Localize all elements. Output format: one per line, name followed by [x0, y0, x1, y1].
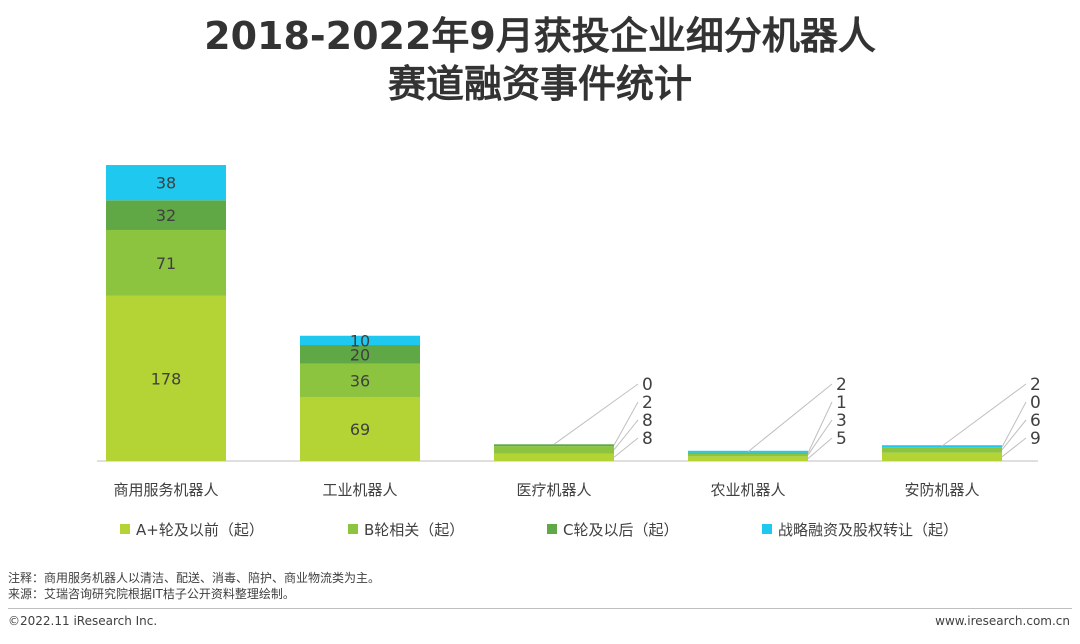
leader-line: [613, 401, 639, 446]
data-label: 178: [151, 369, 182, 388]
data-label: 6: [1030, 411, 1041, 431]
data-label: 1: [836, 393, 847, 413]
legend-label: B轮相关（起）: [364, 521, 464, 539]
bar-segment: [494, 446, 614, 454]
leader-line: [807, 419, 833, 456]
stacked-bar-chart: 178713238商用服务机器人69362010工业机器人0288医疗机器人21…: [97, 165, 1041, 539]
bar-segment: [494, 444, 614, 447]
note-line: 注释：商用服务机器人以清洁、配送、消毒、陪护、商业物流类为主。: [8, 571, 381, 585]
legend-swatch: [348, 524, 358, 534]
category-label: 商用服务机器人: [113, 481, 218, 499]
chart-title-line2: 赛道融资事件统计: [387, 62, 692, 106]
data-label: 0: [1030, 393, 1041, 413]
chart-title-line1: 2018-2022年9月获投企业细分机器人: [204, 14, 876, 58]
bar-segment: [300, 396, 420, 461]
data-label: 9: [1030, 429, 1041, 449]
bar-segment: [494, 453, 614, 461]
chart-title: 2018-2022年9月获投企业细分机器人 赛道融资事件统计: [0, 12, 1080, 108]
category-label: 安防机器人: [904, 481, 979, 499]
leader-line: [807, 437, 833, 460]
bar-segment: [106, 229, 226, 296]
data-label: 0: [642, 375, 653, 395]
footer-divider: [8, 608, 1072, 609]
data-label: 8: [642, 411, 653, 431]
leader-line: [613, 419, 639, 451]
data-label: 8: [642, 429, 653, 449]
leader-line: [1001, 419, 1027, 451]
bar-segment: [688, 456, 808, 461]
data-label: 69: [350, 420, 370, 439]
data-label: 3: [836, 411, 847, 431]
legend-label: A+轮及以前（起）: [136, 521, 264, 539]
bar-segment: [688, 453, 808, 457]
legend-swatch: [547, 524, 557, 534]
bar-segment: [688, 452, 808, 454]
notes: 注释：商用服务机器人以清洁、配送、消毒、陪护、商业物流类为主。 来源：艾瑞咨询研…: [8, 570, 380, 602]
bar-segment: [300, 363, 420, 397]
category-label: 医疗机器人: [516, 481, 591, 499]
bar-segment: [106, 165, 226, 201]
data-label: 2: [1030, 375, 1041, 395]
bar-segment: [106, 295, 226, 461]
category-label: 工业机器人: [322, 481, 397, 499]
category-label: 农业机器人: [710, 481, 785, 499]
data-label: 2: [642, 393, 653, 413]
bar-segment: [882, 447, 1002, 453]
data-label: 10: [350, 331, 370, 350]
data-label: 5: [836, 429, 847, 449]
leader-line: [941, 383, 1027, 447]
data-label: 2: [836, 375, 847, 395]
copyright: ©2022.11 iResearch Inc.: [8, 614, 158, 628]
legend-label: 战略融资及股权转让（起）: [778, 521, 958, 539]
leader-line: [807, 401, 833, 454]
leader-line: [553, 383, 639, 445]
leader-line: [747, 383, 833, 453]
website: www.iresearch.com.cn: [935, 614, 1070, 628]
leader-line: [613, 437, 639, 458]
leader-line: [1001, 437, 1027, 458]
bar-segment: [882, 452, 1002, 461]
data-label: 38: [156, 174, 176, 193]
legend-swatch: [120, 524, 130, 534]
bar-segment: [106, 200, 226, 230]
leader-line: [1001, 401, 1027, 448]
data-label: 71: [156, 254, 176, 273]
source-line: 来源：艾瑞咨询研究院根据IT桔子公开资料整理绘制。: [8, 587, 295, 601]
data-label: 36: [350, 371, 370, 390]
data-label: 32: [156, 206, 176, 225]
data-label: 20: [350, 345, 370, 364]
legend-swatch: [762, 524, 772, 534]
bar-segment: [300, 335, 420, 346]
legend-label: C轮及以后（起）: [563, 521, 678, 539]
bar-segment: [300, 345, 420, 364]
